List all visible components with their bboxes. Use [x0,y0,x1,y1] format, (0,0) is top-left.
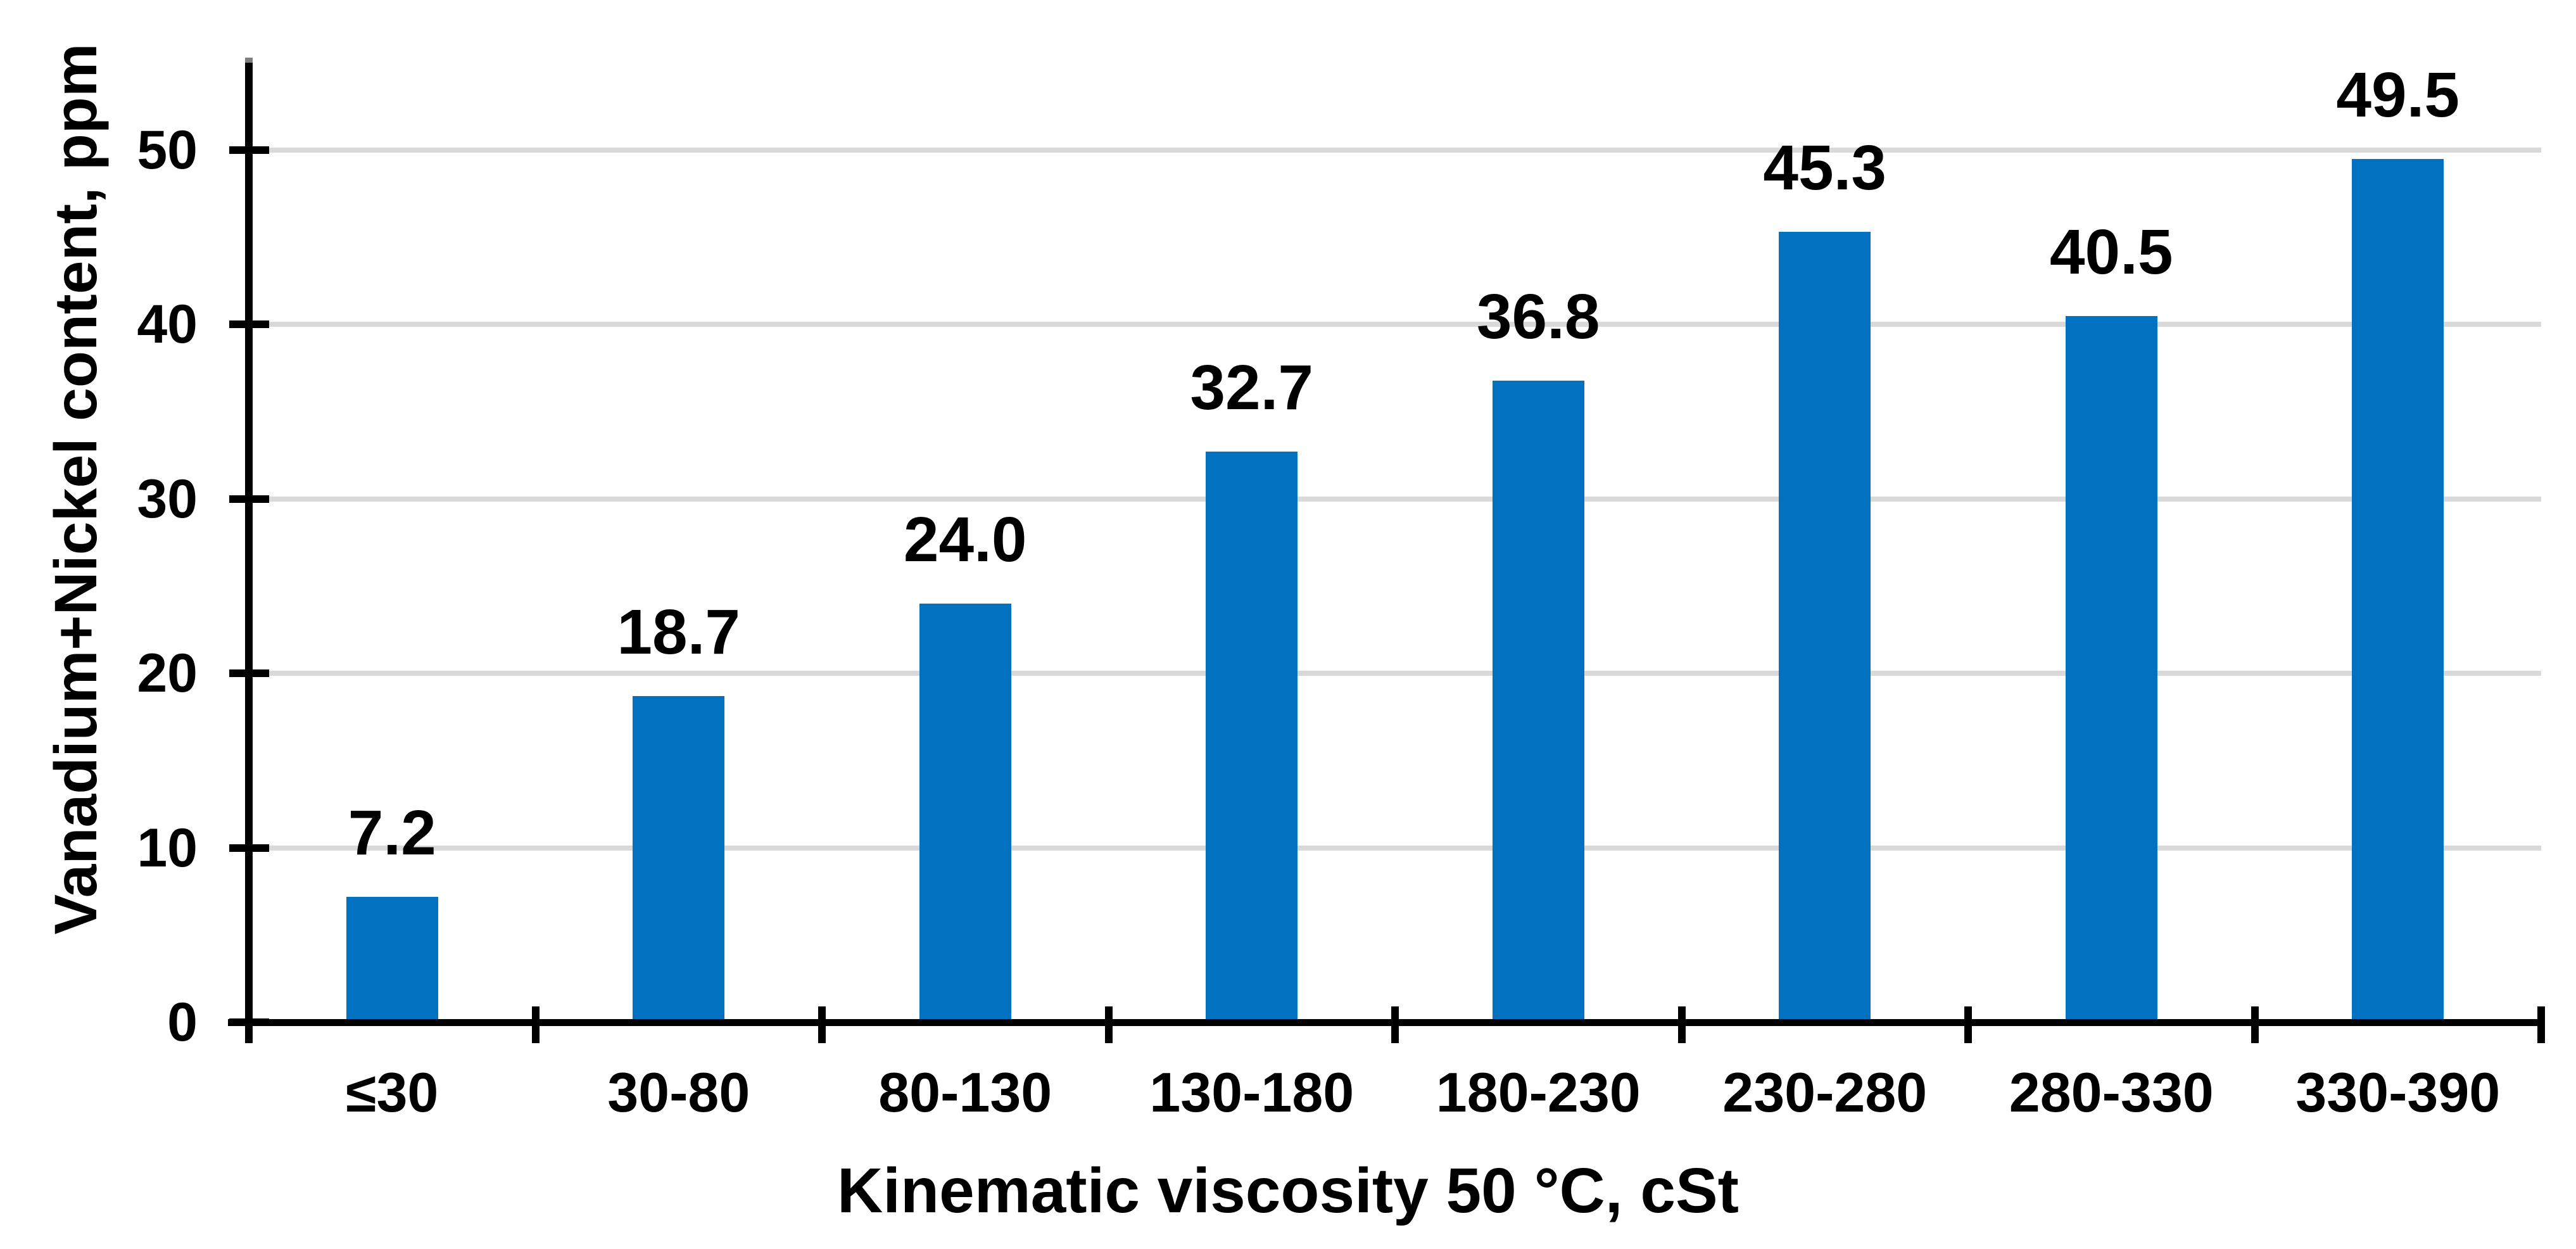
x-axis-title: Kinematic viscosity 50 °C, cSt [837,1155,1739,1226]
gridline [253,845,2541,851]
bar-value-label: 40.5 [2049,216,2173,288]
bar-value-label: 18.7 [617,597,741,668]
y-tick-label: 0 [167,992,198,1053]
x-tick-label: 30-80 [607,1061,750,1124]
bar-value-label: 24.0 [903,504,1027,576]
x-tick [531,1006,540,1043]
x-tick-label: 180-230 [1436,1061,1641,1124]
bar [2352,158,2444,1022]
y-tick-label: 20 [137,643,198,704]
bar [1779,232,1871,1022]
x-tick-label: 80-130 [878,1061,1052,1124]
y-tick [229,146,269,154]
y-tick [229,320,269,329]
gridline [253,322,2541,327]
x-tick [245,1006,253,1043]
x-tick-label: 330-390 [2295,1061,2501,1124]
y-tick [229,844,269,852]
x-tick [818,1006,826,1043]
y-axis-line [245,61,253,1042]
x-tick [1391,1006,1399,1043]
x-tick [2537,1006,2545,1043]
x-tick-label: 130-180 [1149,1061,1354,1124]
x-tick [1964,1006,1972,1043]
y-axis-top-cap [245,58,253,63]
gridline [253,671,2541,676]
bar [2065,315,2157,1022]
y-tick-label: 40 [137,294,198,355]
bar-value-label: 7.2 [348,797,436,868]
bar [633,696,725,1022]
bar [919,604,1011,1022]
x-tick-label: 230-280 [1722,1061,1928,1124]
y-tick-label: 30 [137,468,198,529]
bar-value-label: 45.3 [1763,132,1887,204]
gridline [253,496,2541,502]
x-tick [2251,1006,2259,1043]
gridline [253,148,2541,153]
bar [1492,380,1584,1022]
bar-value-label: 36.8 [1476,281,1600,352]
y-tick-label: 50 [137,120,198,181]
x-tick-label: ≤30 [346,1061,439,1124]
bar [1206,452,1298,1022]
y-tick [229,495,269,503]
y-tick-label: 10 [137,817,198,878]
x-tick [1677,1006,1686,1043]
bar-value-label: 49.5 [2336,59,2460,130]
bar-value-label: 32.7 [1190,352,1314,424]
x-tick-label: 280-330 [2009,1061,2214,1124]
x-axis-line [228,1019,2545,1026]
bar [346,896,438,1022]
y-tick [229,669,269,678]
x-tick [1104,1006,1113,1043]
